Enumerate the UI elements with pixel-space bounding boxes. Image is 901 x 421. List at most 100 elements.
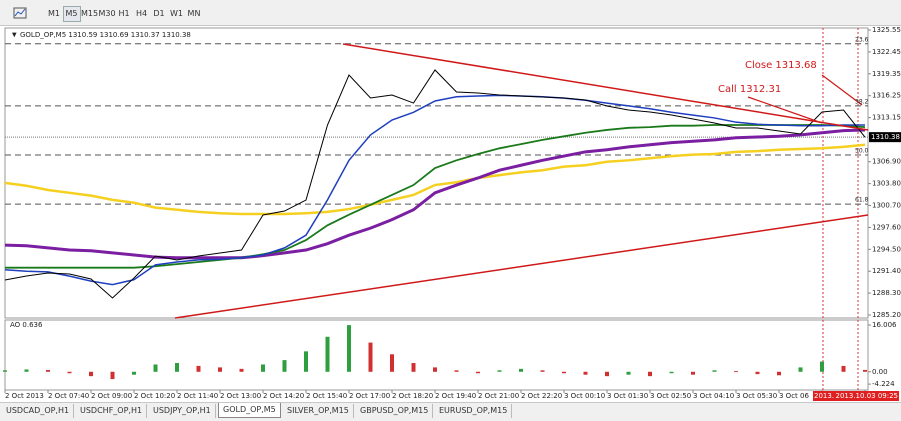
ao-bar — [562, 371, 566, 374]
ao-bar — [540, 370, 545, 372]
series-line — [4, 94, 865, 286]
ao-bar — [454, 370, 459, 372]
fib-label: 50.0 — [855, 148, 869, 155]
ao-bar — [712, 370, 717, 372]
x-tick-label: 2 Oct 07:40 — [48, 392, 89, 400]
y-tick-label: 1306.90 — [872, 158, 901, 166]
toolbar-icon[interactable] — [0, 0, 40, 25]
ao-bar — [411, 363, 416, 372]
ao-bar — [304, 351, 308, 372]
ao-bar — [476, 371, 480, 374]
timeframe-button[interactable]: D1 — [153, 9, 165, 18]
ao-bar — [46, 370, 50, 372]
tab[interactable]: EURUSD_OP,M15 — [435, 404, 513, 418]
ao-bar — [841, 365, 846, 372]
chart-area: ▼ GOLD_OP,M5 1310.59 1310.69 1310.37 131… — [3, 26, 901, 401]
y-tick-label: 1303.80 — [872, 180, 901, 188]
ao-bar — [175, 363, 179, 372]
y-tick-label: 1325.55 — [872, 26, 901, 34]
fib-label: 38.2 — [855, 98, 869, 105]
x-tick-label: 2 Oct 21:00 — [478, 392, 519, 400]
timeframe-button[interactable]: M30 — [98, 9, 116, 18]
ao-bar — [368, 342, 373, 372]
ao-bar — [110, 371, 115, 380]
ao-bar — [497, 370, 502, 372]
ao-bar — [669, 371, 674, 374]
ao-bar — [3, 370, 7, 372]
price-box — [869, 132, 901, 143]
ao-bar — [433, 367, 437, 372]
ao-bar — [261, 364, 265, 372]
tab[interactable]: GBPUSD_OP,M15 — [356, 404, 434, 418]
fib-label: 23.6 — [855, 36, 869, 43]
y-tick-label: 1316.25 — [872, 92, 901, 100]
y-tick-label: 1322.45 — [872, 48, 901, 56]
x-tick-label: 3 Oct 04:10 — [693, 392, 734, 400]
y-tick-label: 1313.15 — [872, 114, 901, 122]
x-tick-label: 2 Oct 2013 — [5, 392, 44, 400]
x-tick-label: 2 Oct 18:20 — [392, 392, 433, 400]
x-tick-label: 3 Oct 05:30 — [736, 392, 777, 400]
timeframe-button[interactable]: M5 — [62, 6, 81, 22]
icon-line — [14, 8, 26, 17]
main-layer — [3, 29, 871, 385]
ao-bar — [24, 369, 29, 372]
ao-bar — [153, 364, 158, 372]
timeframe-button[interactable]: H4 — [135, 9, 148, 18]
x-tick-label: 2 Oct 09:00 — [91, 392, 132, 400]
tab-bar: USDCAD_OP,H1 USDCHF_OP,H1 USDJPY_OP,H1 GOLD… — [0, 402, 901, 421]
timeframe-button[interactable]: W1 — [170, 9, 183, 18]
x-tick-label: 3 Oct 02:50 — [650, 392, 691, 400]
ao-bar — [347, 325, 351, 372]
ao-bar — [196, 365, 201, 372]
ao-bar — [325, 336, 330, 372]
ao-bar — [132, 371, 136, 375]
x-tick-label: 3 Oct 00:10 — [564, 392, 605, 400]
series-line — [4, 128, 866, 260]
y-tick-label: 16.006 — [872, 321, 897, 329]
x-tick-label: 2013.10.03 09:25 — [836, 392, 898, 400]
ao-bar — [218, 367, 222, 372]
menu-arrow[interactable]: ▼ — [12, 32, 17, 39]
tab[interactable]: USDJPY_OP,H1 — [149, 404, 216, 418]
x-tick-label: 2 Oct 14:20 — [263, 392, 304, 400]
x-tick-label: 3 Oct 06 — [779, 392, 809, 400]
tab[interactable]: USDCHF_OP,H1 — [76, 404, 148, 418]
timeframe-button[interactable]: M1 — [48, 9, 60, 18]
y-tick-label: -4.224 — [872, 380, 895, 388]
ao-bar — [820, 361, 824, 372]
x-tick-label: 2 Oct 11:40 — [177, 392, 218, 400]
ao-title: AO 0.636 — [10, 321, 43, 329]
ao-bar — [605, 371, 609, 377]
timeframe-button[interactable]: M15 — [81, 9, 99, 18]
x-tick-label: 2 Oct 22:20 — [521, 392, 562, 400]
ao-bar — [777, 371, 781, 376]
ao-bar — [519, 368, 523, 372]
chart-title: GOLD_OP,M5 1310.59 1310.69 1310.37 1310.… — [20, 31, 191, 39]
ao-bar — [734, 370, 738, 372]
x-label-highlight — [813, 391, 851, 401]
timeframe-button[interactable]: MN — [187, 9, 201, 18]
ao-bar — [626, 371, 631, 375]
y-tick-label: 1297.60 — [872, 223, 901, 231]
series-line — [4, 143, 866, 216]
y-tick-label: 1294.50 — [872, 245, 901, 253]
tab[interactable]: USDCAD_OP,H1 — [2, 404, 75, 418]
ao-bar — [282, 360, 287, 372]
ao-panel — [4, 319, 869, 391]
timeframe-button[interactable]: H1 — [118, 9, 130, 18]
x-tick-label: 2013.10.0 — [814, 392, 850, 400]
fib-label: 61.8 — [855, 197, 869, 204]
ao-bar — [798, 367, 803, 372]
trend-line — [174, 214, 869, 319]
ao-bar — [863, 369, 867, 372]
price-label: 1310.38 — [871, 133, 900, 141]
y-tick-label: 1319.35 — [872, 70, 901, 78]
x-tick-label: 3 Oct 01:30 — [607, 392, 648, 400]
ao-bar — [67, 371, 72, 374]
trend-line — [342, 43, 869, 131]
y-tick-label: 1291.40 — [872, 267, 901, 275]
tab[interactable]: GOLD_OP,M5 — [218, 403, 281, 418]
tab[interactable]: SILVER_OP,M15 — [283, 404, 354, 418]
series-line — [4, 69, 866, 299]
